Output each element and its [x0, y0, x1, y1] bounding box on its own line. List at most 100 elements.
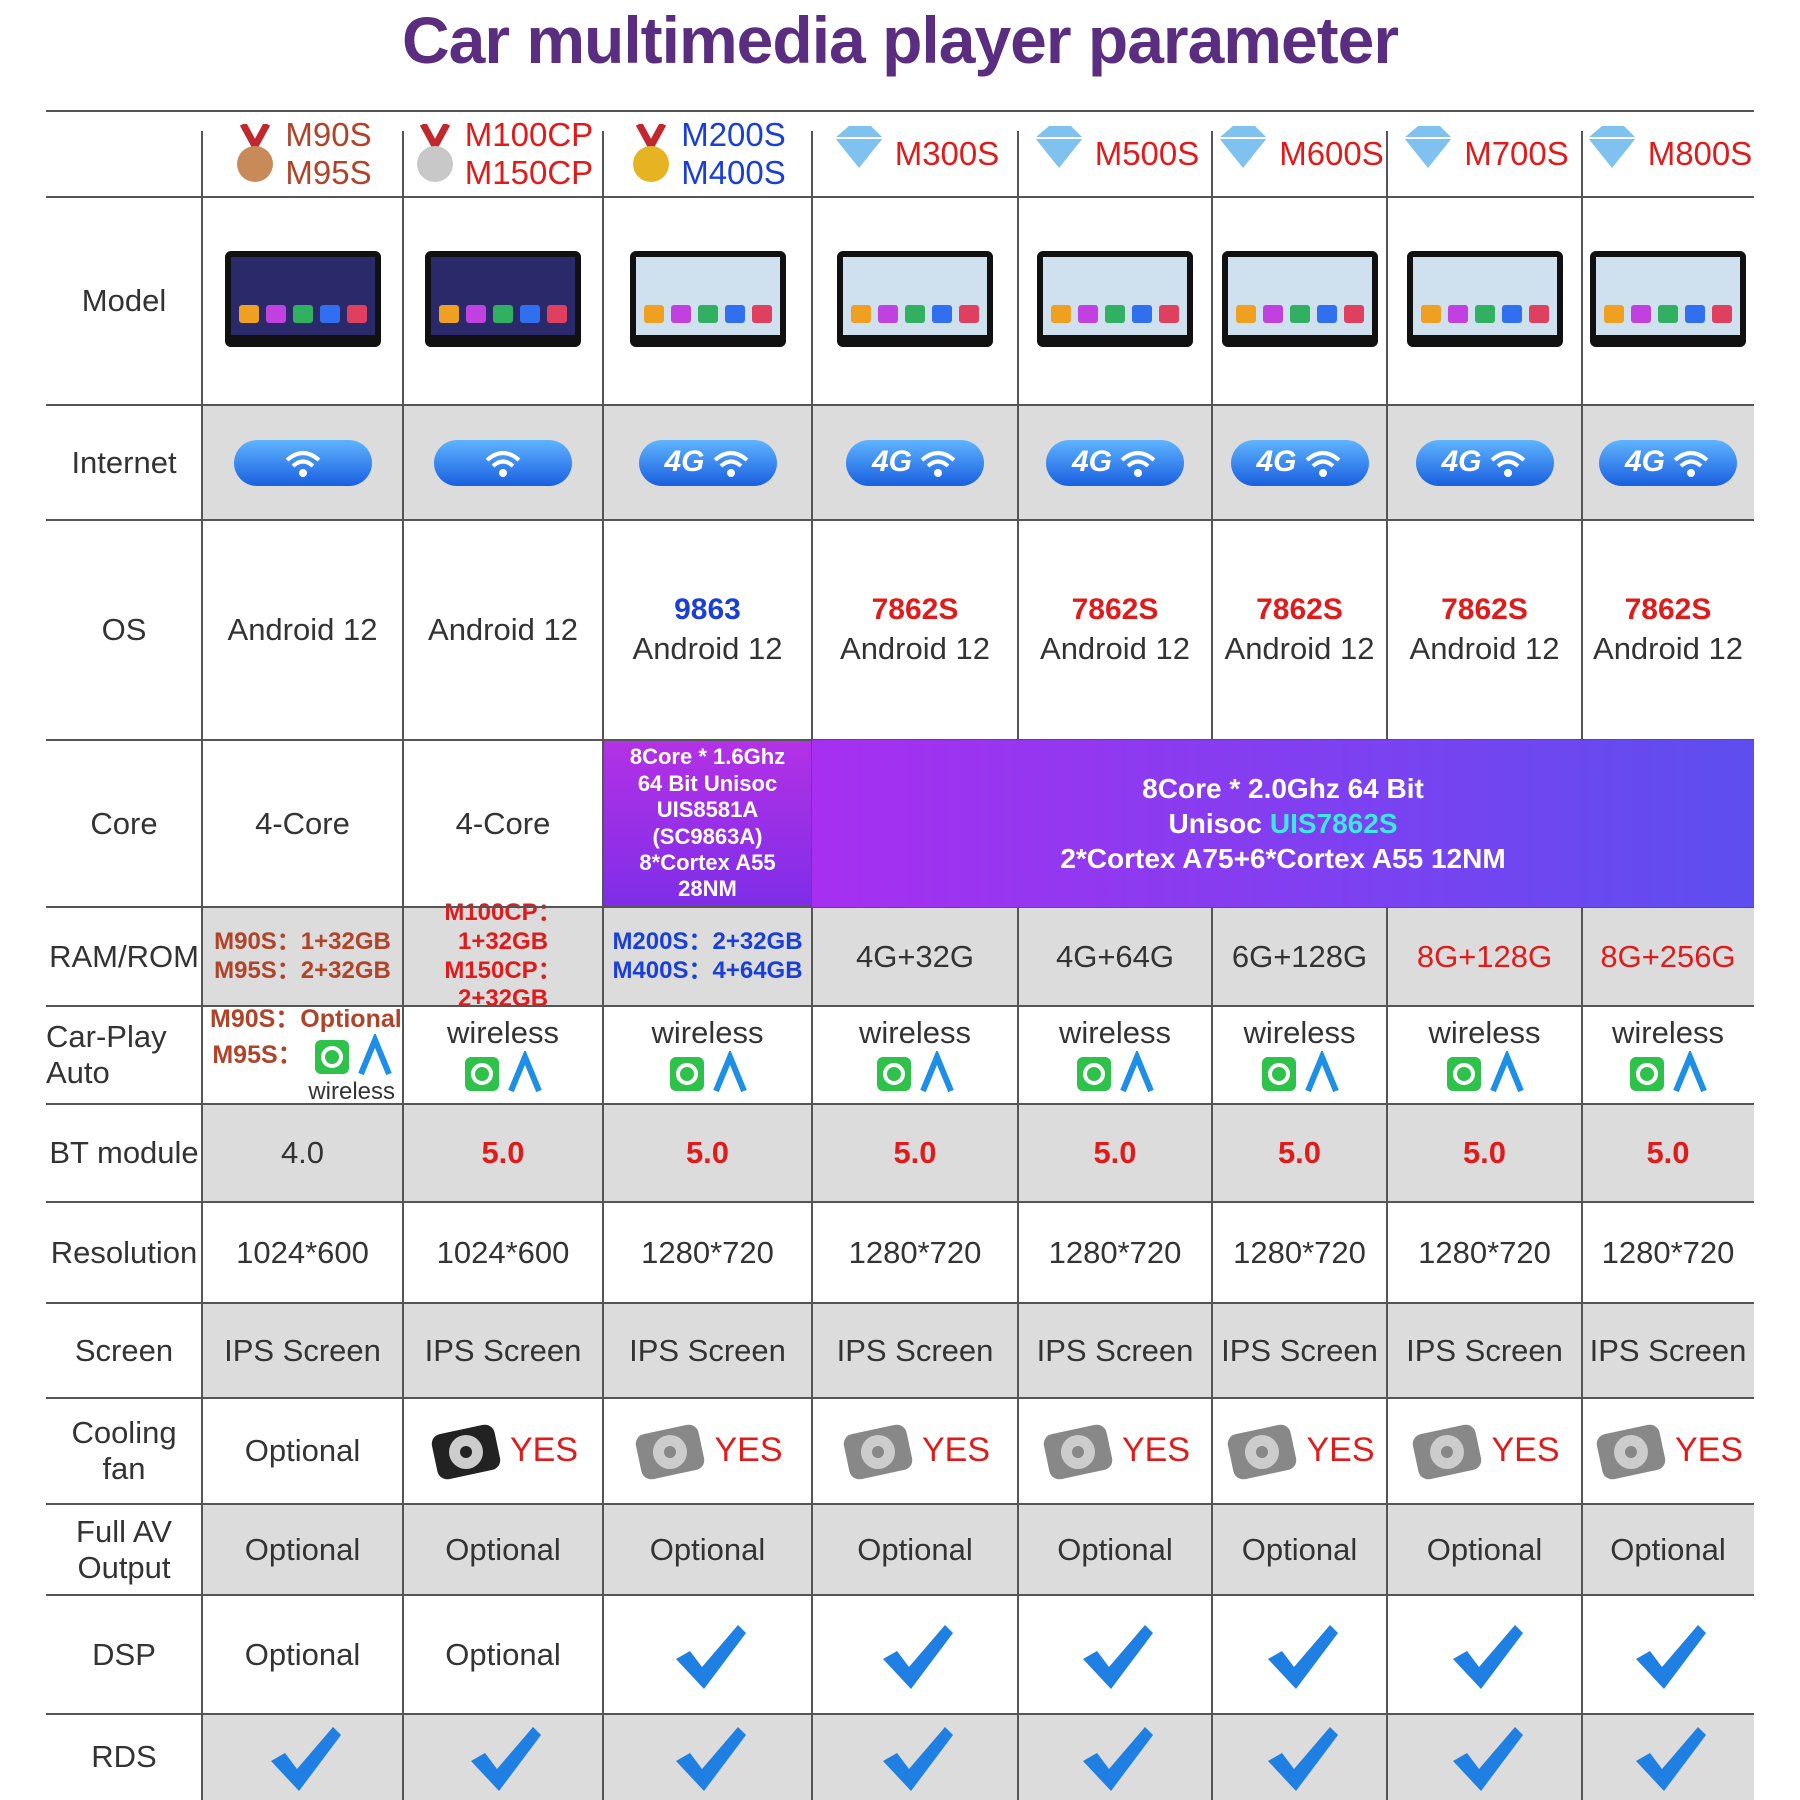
- net-label: 4G: [871, 445, 913, 479]
- column-name: M500S: [1094, 135, 1200, 173]
- bt-text: 5.0: [1093, 1135, 1137, 1171]
- checkmark: [263, 1721, 343, 1793]
- row-label: DSP: [46, 1595, 202, 1714]
- carplay-text: wireless: [447, 1015, 559, 1051]
- ram-cell: 8G+256G: [1582, 907, 1754, 1006]
- dsp-text: Optional: [445, 1636, 561, 1672]
- row-label-text: Full AV: [76, 1513, 172, 1549]
- fan-text: YES: [509, 1431, 579, 1470]
- header-icon-svg: [633, 122, 670, 182]
- av-text: Optional: [445, 1531, 561, 1567]
- rds-cell: [1212, 1714, 1387, 1800]
- resolution-text: 1280*720: [1048, 1234, 1182, 1270]
- header-icon: [1215, 124, 1271, 184]
- screen-cell: IPS Screen: [1582, 1303, 1754, 1398]
- chip-name: 7862S: [871, 592, 959, 626]
- column-name: M95S: [285, 154, 372, 191]
- checkmark-svg: [1083, 1624, 1153, 1689]
- carplay-cell: wireless: [1212, 1006, 1387, 1104]
- row-label-text: Car-Play: [46, 1019, 167, 1055]
- row-label: Core: [46, 740, 202, 907]
- checkmark-svg: [675, 1624, 746, 1689]
- screen-graphic-svg: [224, 251, 381, 347]
- checkmark-svg: [270, 1727, 341, 1791]
- wifi-icon-svg: [920, 450, 956, 477]
- rds-cell: [1387, 1714, 1582, 1800]
- row-line: [46, 1503, 1754, 1505]
- carplay-icons: [668, 1048, 748, 1095]
- checkmark: [1260, 1721, 1340, 1793]
- av-cell: Optional: [1387, 1504, 1582, 1595]
- row-line: [46, 906, 1754, 908]
- column-header: M800S: [1582, 111, 1754, 197]
- net-label: 4G: [1071, 445, 1113, 479]
- rds-cell: [202, 1714, 403, 1800]
- column-line: [201, 131, 203, 1800]
- carplay-text: wireless: [308, 1077, 395, 1105]
- av-cell: Optional: [202, 1504, 403, 1595]
- resolution-text: 1280*720: [1601, 1234, 1735, 1270]
- screen-graphic: [1037, 251, 1193, 351]
- os-name: Android 12: [227, 612, 378, 648]
- checkmark-svg: [1636, 1624, 1706, 1689]
- carplay-text: wireless: [859, 1015, 971, 1051]
- row-label-text: DSP: [92, 1636, 156, 1672]
- internet-cell: 4G: [1212, 405, 1387, 520]
- core-span: 8Core * 2.0Ghz 64 Bit Unisoc UIS7862S 2*Cor…: [812, 740, 1754, 907]
- dsp-cell: Optional: [202, 1595, 403, 1714]
- checkmark: [1445, 1721, 1525, 1793]
- header-icon-svg: [1034, 126, 1083, 168]
- column-header: M100CP M150CP: [403, 111, 603, 197]
- header-icon-svg: [237, 122, 274, 182]
- os-cell: 9863 Android 12: [603, 520, 812, 740]
- carplay-note: M95S：: [212, 1041, 303, 1070]
- row-shade: [202, 1303, 1754, 1398]
- internet-cell: 4G: [1018, 405, 1212, 520]
- column-line: [1017, 131, 1019, 1800]
- row-label-text: Auto: [46, 1055, 110, 1090]
- os-name: Android 12: [428, 612, 578, 648]
- resolution-cell: 1024*600: [403, 1202, 603, 1303]
- checkmark-svg: [1452, 1727, 1523, 1791]
- dsp-cell: [1018, 1595, 1212, 1714]
- carplay-cell: M90S：Optional M95S： wireless: [202, 1004, 403, 1105]
- carplay-icons-svg: [1630, 1048, 1707, 1092]
- header-names: M700S: [1464, 135, 1569, 173]
- av-cell: Optional: [1018, 1504, 1212, 1595]
- resolution-text: 1280*720: [848, 1234, 982, 1270]
- net-badge: 4G: [1230, 439, 1369, 486]
- column-line: [1386, 131, 1388, 1800]
- column-name: M100CP: [464, 116, 594, 154]
- header-icon: [1584, 124, 1640, 184]
- wifi-icon-svg: [1490, 450, 1525, 477]
- model-image: [1212, 197, 1387, 405]
- av-text: Optional: [1610, 1531, 1726, 1567]
- net-label: 4G: [664, 445, 705, 479]
- row-label: Cooling fan: [46, 1398, 202, 1504]
- carplay-text: wireless: [1059, 1015, 1171, 1051]
- os-name: Android 12: [1040, 631, 1190, 667]
- av-cell: Optional: [812, 1504, 1018, 1595]
- wifi-icon: [1488, 448, 1528, 478]
- fan-text: YES: [1674, 1431, 1744, 1470]
- bt-text: 5.0: [1646, 1135, 1690, 1171]
- row-line: [46, 1103, 1754, 1105]
- row-label-text: RDS: [91, 1739, 157, 1775]
- screen-graphic-svg: [1406, 251, 1563, 347]
- carplay-note: M90S：Optional: [210, 1004, 402, 1033]
- fan-icon: [1593, 1421, 1669, 1481]
- bt-cell: 5.0: [1582, 1104, 1754, 1202]
- carplay-cell: wireless: [812, 1006, 1018, 1104]
- os-cell: 7862S Android 12: [812, 520, 1018, 740]
- dsp-cell: [1212, 1595, 1387, 1714]
- net-badge: 4G: [1046, 439, 1184, 486]
- av-text: Optional: [1241, 1531, 1358, 1567]
- core-cell: 4-Core: [202, 740, 403, 907]
- chip-name: 7862S: [1624, 592, 1712, 626]
- carplay-cell: wireless: [1387, 1006, 1582, 1104]
- av-cell: Optional: [403, 1504, 603, 1595]
- resolution-cell: 1280*720: [1018, 1202, 1212, 1303]
- os-name: Android 12: [1409, 631, 1560, 667]
- header-icon: [629, 122, 673, 184]
- column-name: M400S: [681, 154, 786, 191]
